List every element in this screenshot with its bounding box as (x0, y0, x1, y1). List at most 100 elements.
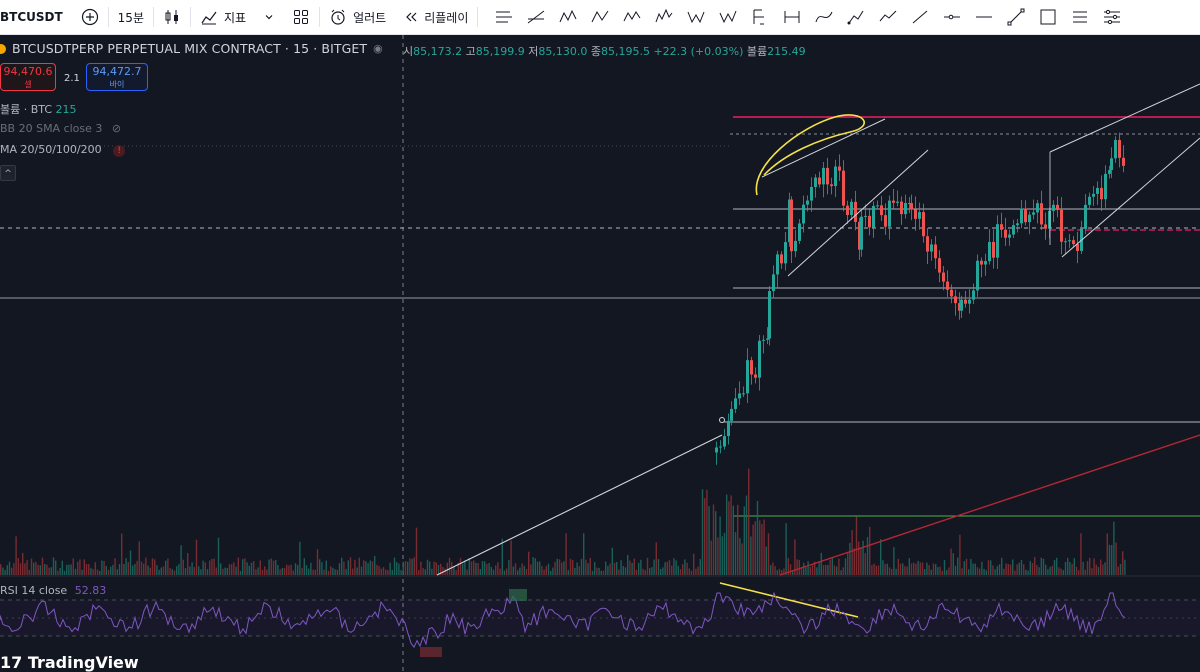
replay-button[interactable]: 리플레이 (395, 0, 477, 34)
candle-body (910, 203, 913, 210)
volume-bar (950, 548, 952, 575)
fixed-range-tool-button[interactable] (744, 0, 776, 34)
interval-button[interactable]: 15분 (109, 0, 153, 34)
volume-bar (750, 536, 752, 575)
volume-bar (268, 559, 270, 575)
abcd-pattern-tool-button[interactable] (584, 0, 616, 34)
volume-bar (547, 563, 550, 575)
w-z-pattern-tool-button[interactable] (712, 0, 744, 34)
elliott-wave-tool-button[interactable] (648, 0, 680, 34)
layout-button[interactable] (283, 0, 319, 34)
volume-bar (44, 564, 46, 575)
compare-button[interactable] (72, 0, 108, 34)
chart-type-button[interactable] (154, 0, 190, 34)
chart-pane[interactable]: BTCUSDTPERP PERPETUAL MIX CONTRACT · 15 … (0, 35, 1200, 672)
channel-line (1049, 83, 1200, 153)
volume-bar (688, 568, 690, 575)
horizontal-ray-tool-button[interactable] (936, 0, 968, 34)
volume-bar (389, 562, 391, 575)
rsi-legend[interactable]: RSI 14 close 52.83 (0, 584, 106, 597)
volume-bar (129, 550, 132, 575)
volume-bar (424, 569, 426, 575)
bitget-logo-icon (0, 43, 6, 54)
line-tool-button[interactable] (904, 0, 936, 34)
volume-bar (121, 533, 123, 575)
volume-bar (279, 569, 281, 575)
volume-bar (1102, 564, 1104, 575)
volume-bar (404, 561, 407, 575)
alert-button[interactable]: 얼러트 (320, 0, 395, 34)
volume-bar (246, 562, 248, 575)
rectangle-tool-button[interactable] (1032, 0, 1064, 34)
volume-bar (866, 537, 869, 575)
volume-bar (631, 562, 633, 575)
volume-bar (459, 558, 462, 575)
candle-body (1110, 158, 1113, 171)
abcd-wave-tool-button[interactable] (616, 0, 648, 34)
ma-indicator-legend[interactable]: MA 20/50/100/200 ! (0, 143, 126, 157)
volume-bar (1023, 564, 1025, 575)
horizontal-ray-icon (944, 14, 961, 20)
path-tool-button[interactable] (840, 0, 872, 34)
indicators-icon (201, 11, 217, 25)
candle-body (864, 215, 867, 217)
volume-bar (1034, 557, 1036, 575)
w-pattern-tool-button[interactable] (680, 0, 712, 34)
volume-bar (1067, 557, 1069, 575)
curve-tool-button[interactable] (808, 0, 840, 34)
trend-up-tool-button[interactable] (872, 0, 904, 34)
candle-body (798, 223, 801, 241)
volume-bar (871, 565, 873, 575)
volume-bar (187, 553, 189, 575)
volume-bar (125, 558, 127, 575)
eye-off-icon[interactable]: ⊘ (111, 122, 122, 135)
volume-bar (286, 564, 288, 575)
volume-bar (1069, 561, 1071, 575)
xabcd-pattern-tool-button[interactable] (552, 0, 584, 34)
volume-bar (748, 468, 750, 575)
price-chart[interactable] (0, 35, 1200, 672)
parallel-channel-tool-button[interactable] (488, 0, 520, 34)
settings-sliders-tool-button[interactable] (1096, 0, 1128, 34)
candle-body (934, 244, 937, 259)
zigzag-tool-button[interactable] (1000, 0, 1032, 34)
bb-indicator-legend[interactable]: BB 20 SMA close 3 ⊘ (0, 122, 121, 135)
volume-bar (682, 564, 684, 575)
volume-bar (365, 561, 367, 575)
volume-bar (33, 562, 35, 575)
volume-bar (1020, 559, 1023, 575)
horizontal-line-tool-button[interactable] (968, 0, 1000, 34)
volume-bar (754, 521, 756, 575)
volume-bar (292, 570, 294, 575)
volume-indicator-legend[interactable]: 볼륨 · BTC 215 (0, 101, 77, 117)
volume-bar (316, 549, 319, 575)
indicators-dropdown[interactable] (255, 0, 283, 34)
volume-bar (574, 567, 576, 575)
regression-trend-tool-button[interactable] (520, 0, 552, 34)
list-tool-button[interactable] (1064, 0, 1096, 34)
volume-bar (39, 565, 41, 575)
volume-bar (651, 567, 653, 575)
collapse-legend-button[interactable]: ^ (0, 165, 16, 181)
horizontal-line-icon (976, 16, 993, 18)
volume-bar (409, 558, 411, 575)
eye-icon[interactable]: ◉ (373, 42, 383, 55)
candle-body (964, 299, 967, 304)
volume-bar (429, 561, 431, 575)
warning-icon[interactable]: ! (113, 145, 126, 157)
volume-bar (860, 548, 862, 575)
measure-tool-button[interactable] (776, 0, 808, 34)
rsi-oversold-fill (420, 647, 442, 657)
indicators-button[interactable]: 지표 (191, 0, 255, 34)
symbol-search-button[interactable]: BTCUSDT (0, 0, 72, 34)
volume-bar (343, 561, 345, 575)
volume-bar (794, 539, 796, 575)
volume-bar (983, 568, 985, 575)
volume-bar (730, 495, 732, 575)
volume-bar (272, 560, 275, 575)
volume-bar (855, 516, 858, 575)
tradingview-logo[interactable]: 17 TradingView (0, 653, 139, 672)
volume-bar (587, 563, 589, 575)
buy-button[interactable]: 94,472.7 바이 (86, 63, 148, 91)
sell-button[interactable]: 94,470.6 셀 (0, 63, 56, 91)
